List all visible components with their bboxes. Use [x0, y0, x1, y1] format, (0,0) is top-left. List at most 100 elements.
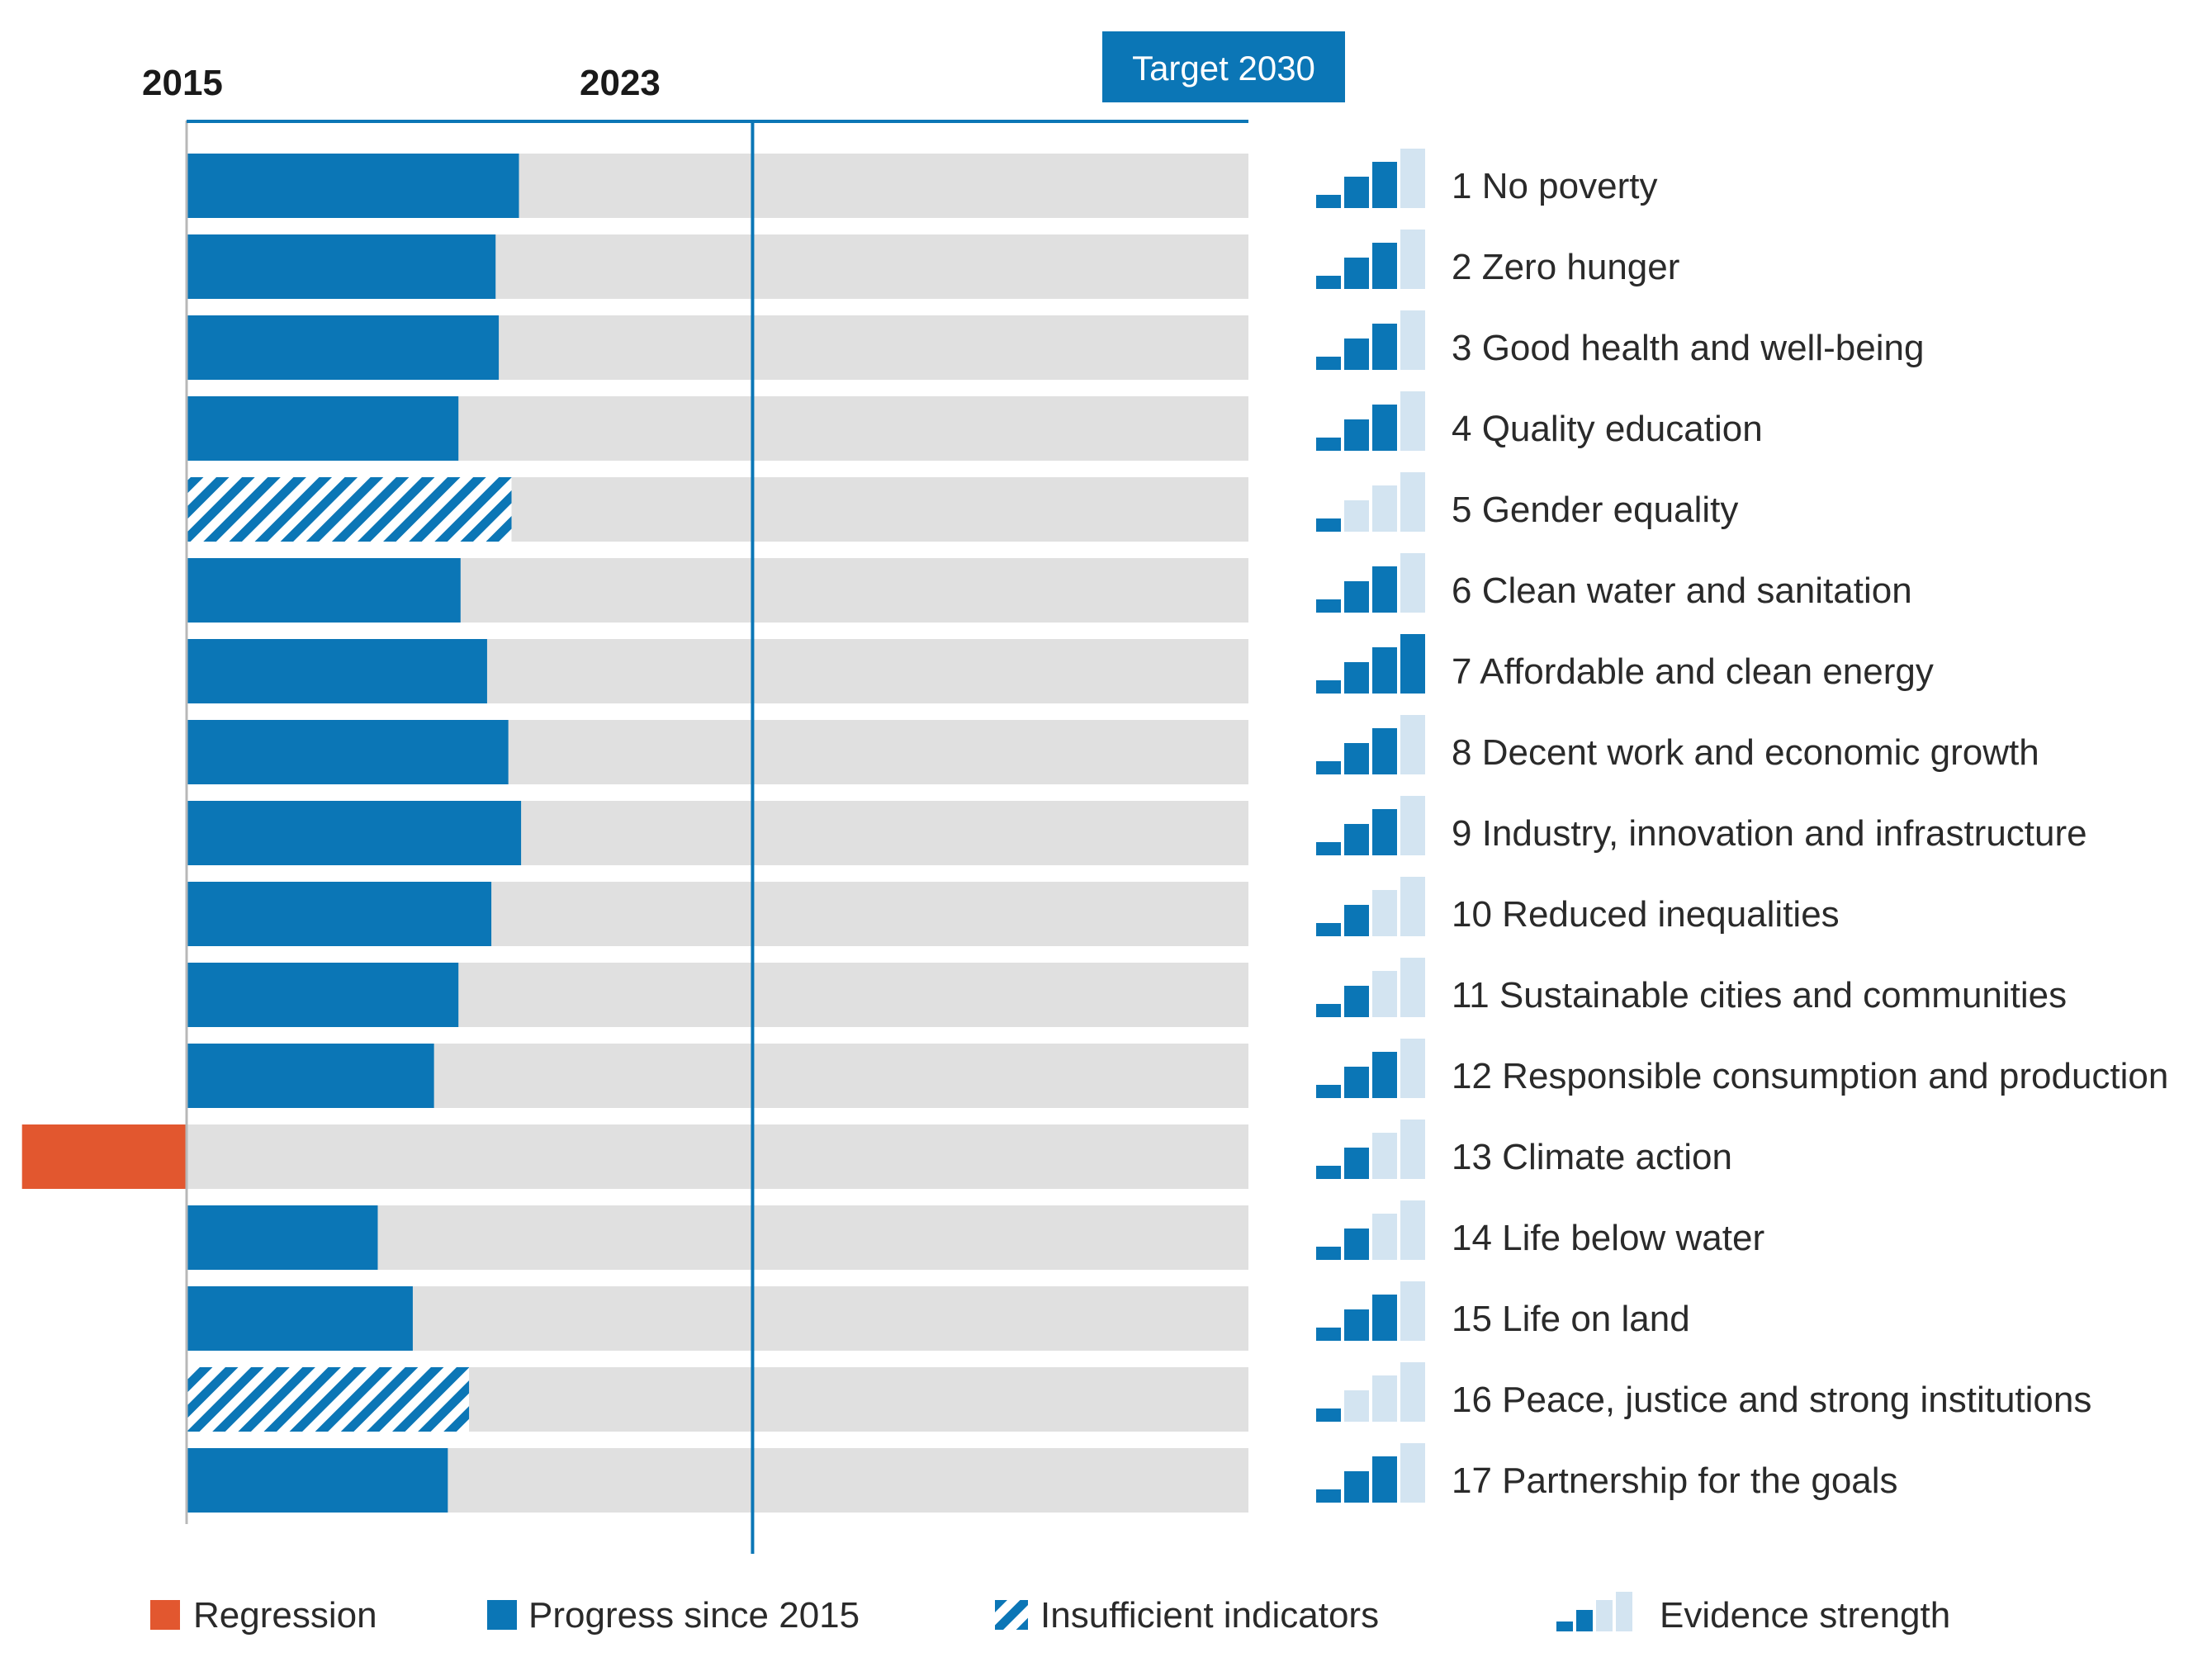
goal-label: 6 Clean water and sanitation: [1452, 570, 1912, 611]
evidence-bar: [1400, 1362, 1425, 1422]
target-badge: Target 2030: [1102, 31, 1345, 102]
evidence-bar: [1400, 472, 1425, 532]
target-label: Target 2030: [1132, 49, 1315, 88]
evidence-bar: [1400, 230, 1425, 289]
bar-progress: [187, 234, 496, 299]
goal-label: 10 Reduced inequalities: [1452, 894, 1840, 935]
goal-row: 14 Life below water: [187, 1200, 1764, 1270]
evidence-bar: [1316, 1166, 1341, 1179]
goal-label: 11 Sustainable cities and communities: [1452, 975, 2067, 1016]
bar-track: [187, 1124, 1248, 1189]
legend-label-regression: Regression: [193, 1595, 377, 1636]
evidence-bar: [1400, 634, 1425, 694]
evidence-bar: [1400, 1120, 1425, 1179]
evidence-bar: [1344, 1390, 1369, 1422]
legend-evidence-bar: [1576, 1610, 1593, 1631]
evidence-bar: [1316, 1489, 1341, 1503]
goal-row: 4 Quality education: [187, 391, 1763, 461]
evidence-bar: [1344, 177, 1369, 208]
legend-swatch-insufficient: [995, 1600, 1028, 1630]
goal-row: 11 Sustainable cities and communities: [187, 958, 2067, 1027]
evidence-bar: [1372, 1214, 1397, 1260]
goal-row: 12 Responsible consumption and productio…: [187, 1039, 2168, 1108]
evidence-bar: [1372, 1133, 1397, 1179]
evidence-bar: [1316, 923, 1341, 936]
goal-label: 15 Life on land: [1452, 1299, 1690, 1339]
evidence-bar: [1344, 1471, 1369, 1503]
evidence-bar: [1372, 1052, 1397, 1098]
evidence-bar: [1400, 1443, 1425, 1503]
bar-regression: [21, 1124, 187, 1189]
evidence-bar: [1372, 162, 1397, 208]
bar-progress: [187, 1286, 413, 1351]
evidence-bar: [1344, 1148, 1369, 1179]
axis-mid-label: 2023: [580, 63, 661, 103]
bar-progress: [187, 882, 492, 946]
legend-evidence-bar: [1556, 1621, 1573, 1631]
goal-label: 7 Affordable and clean energy: [1452, 651, 1934, 692]
legend-label-progress: Progress since 2015: [528, 1595, 860, 1636]
evidence-bar: [1400, 1281, 1425, 1341]
evidence-bar: [1344, 581, 1369, 613]
evidence-bar: [1316, 438, 1341, 451]
evidence-bar: [1400, 715, 1425, 774]
bar-progress: [187, 1205, 378, 1270]
evidence-bar: [1344, 986, 1369, 1017]
evidence-bar: [1316, 276, 1341, 289]
evidence-bar: [1372, 971, 1397, 1017]
goal-row: 5 Gender equality: [187, 472, 1738, 542]
bar-insufficient: [187, 1367, 470, 1432]
evidence-bar: [1400, 310, 1425, 370]
evidence-bar: [1400, 958, 1425, 1017]
legend-swatch-regression: [150, 1600, 180, 1630]
goal-label: 16 Peace, justice and strong institution…: [1452, 1380, 2091, 1420]
chart-axes: [185, 120, 1248, 1554]
target-box: [1102, 31, 1345, 102]
evidence-bar: [1372, 243, 1397, 289]
bar-progress: [187, 963, 459, 1027]
evidence-bar: [1316, 680, 1341, 694]
axis-start-label: 2015: [142, 63, 223, 103]
evidence-bar: [1372, 809, 1397, 855]
legend: Regression Progress since 2015 Insuffici…: [150, 1592, 1950, 1636]
evidence-bar: [1344, 419, 1369, 451]
legend-label-evidence: Evidence strength: [1660, 1595, 1950, 1636]
evidence-bar: [1316, 195, 1341, 208]
evidence-bar: [1344, 258, 1369, 289]
goal-label: 14 Life below water: [1452, 1218, 1764, 1258]
chart-rows: 1 No poverty 2 Zero hunger 3 Good health a…: [21, 149, 2168, 1513]
goal-label: 17 Partnership for the goals: [1452, 1461, 1898, 1501]
evidence-bar: [1400, 391, 1425, 451]
goal-row: 16 Peace, justice and strong institution…: [187, 1362, 2091, 1432]
evidence-bar: [1344, 339, 1369, 370]
goal-label: 2 Zero hunger: [1452, 247, 1679, 287]
goal-row: 3 Good health and well-being: [187, 310, 1924, 380]
legend-evidence-icon: [1556, 1592, 1632, 1631]
evidence-bar: [1316, 761, 1341, 774]
goal-label: 8 Decent work and economic growth: [1452, 732, 2039, 773]
goal-label: 3 Good health and well-being: [1452, 328, 1924, 368]
goal-label: 13 Climate action: [1452, 1137, 1732, 1177]
evidence-bar: [1372, 324, 1397, 370]
goal-row: 9 Industry, innovation and infrastructur…: [187, 796, 2087, 865]
evidence-bar: [1372, 647, 1397, 694]
evidence-bar: [1344, 662, 1369, 694]
legend-evidence-bar: [1616, 1592, 1632, 1631]
evidence-bar: [1372, 890, 1397, 936]
bar-insufficient: [187, 477, 512, 542]
evidence-bar: [1344, 905, 1369, 936]
evidence-bar: [1400, 553, 1425, 613]
evidence-bar: [1344, 824, 1369, 855]
goal-label: 5 Gender equality: [1452, 490, 1738, 530]
evidence-bar: [1316, 599, 1341, 613]
goal-label: 9 Industry, innovation and infrastructur…: [1452, 813, 2087, 854]
evidence-bar: [1316, 1004, 1341, 1017]
evidence-bar: [1344, 500, 1369, 532]
evidence-bar: [1400, 796, 1425, 855]
goal-label: 1 No poverty: [1452, 166, 1657, 206]
evidence-bar: [1316, 842, 1341, 855]
evidence-bar: [1316, 1085, 1341, 1098]
goal-label: 12 Responsible consumption and productio…: [1452, 1056, 2168, 1096]
evidence-bar: [1372, 1456, 1397, 1503]
evidence-bar: [1344, 1229, 1369, 1260]
